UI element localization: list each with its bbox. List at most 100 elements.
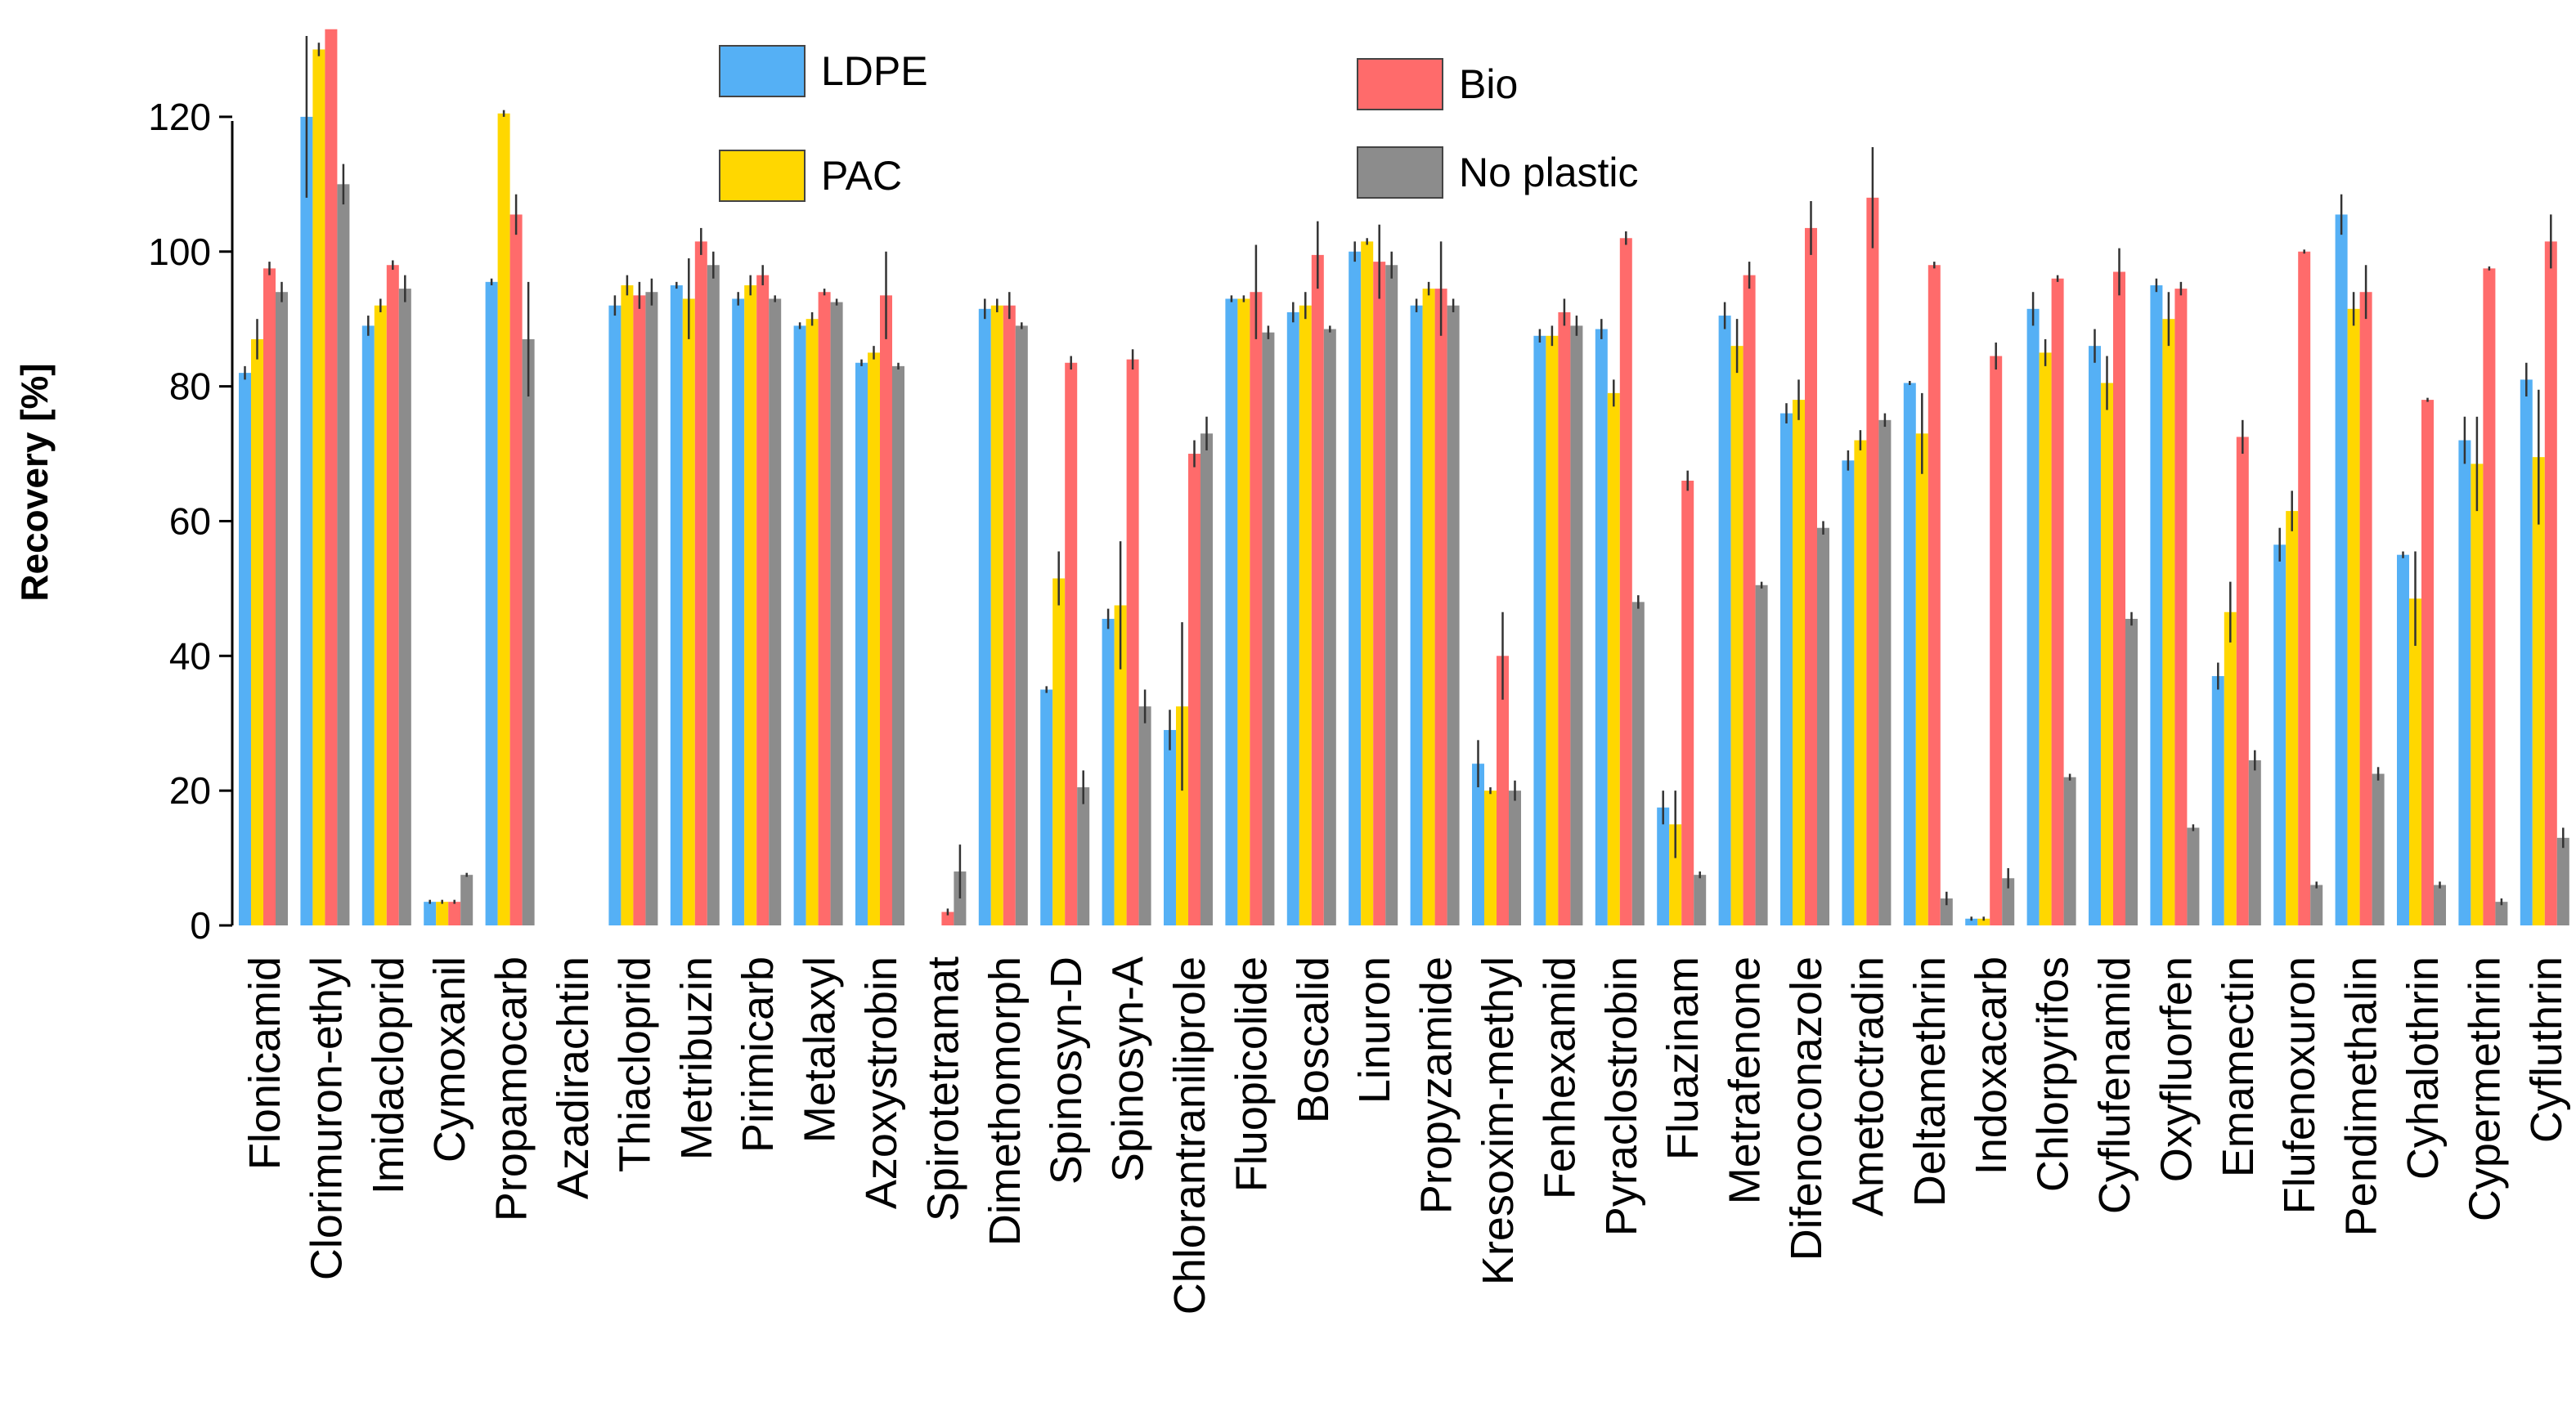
bar-bio-cypermethrin: [2483, 268, 2496, 925]
bar-no-plastic-deltamethrin: [1940, 898, 1953, 925]
bar-no-plastic-metrafenone: [1755, 585, 1768, 925]
bar-no-plastic-dimethomorph: [1015, 325, 1028, 925]
legend-swatch-pac: [719, 150, 806, 202]
legend-item-bio: Bio: [1357, 58, 1518, 110]
category-label-thiacloprid: Thiacloprid: [610, 956, 659, 1172]
category-label-dimethomorph: Dimethomorph: [981, 956, 1030, 1246]
bar-ldpe-pirimicarb: [732, 298, 745, 925]
bar-ldpe-metalaxyl: [793, 325, 806, 925]
bar-no-plastic-indoxacarb: [2002, 878, 2015, 925]
bar-ldpe-thiacloprid: [608, 305, 622, 925]
category-label-metrafenone: Metrafenone: [1721, 956, 1770, 1204]
category-label-ametoctradin: Ametoctradin: [1843, 956, 1892, 1216]
bar-pac-cyfluthrin: [2532, 457, 2545, 925]
legend-swatch-no-plastic: [1357, 146, 1443, 199]
bar-ldpe-propamocarb: [485, 281, 498, 925]
bar-ldpe-boscalid: [1286, 311, 1299, 925]
category-label-metribuzin: Metribuzin: [672, 956, 721, 1160]
bar-no-plastic-fenhexamid: [1570, 325, 1583, 925]
bar-bio-propyzamide: [1434, 289, 1447, 925]
bar-bio-indoxacarb: [1990, 356, 2003, 925]
bar-no-plastic-oxyfluorfen: [2187, 827, 2200, 925]
category-label-deltamethrin: Deltamethrin: [1905, 956, 1954, 1207]
y-tick-label-120: 120: [148, 96, 211, 138]
bar-ldpe-flufenoxuron: [2273, 544, 2287, 925]
bar-bio-pirimicarb: [756, 275, 770, 925]
bar-pac-azoxystrobin: [868, 352, 880, 926]
bar-pac-cyhalothrin: [2409, 598, 2421, 925]
bar-no-plastic-spinosyn-d: [1077, 787, 1090, 925]
bar-bio-cymoxanil: [448, 902, 461, 925]
category-label-indoxacarb: Indoxacarb: [1967, 956, 2016, 1175]
bar-pac-flonicamid: [251, 338, 263, 926]
bar-pac-thiacloprid: [621, 284, 634, 925]
bar-pac-difenoconazole: [1793, 400, 1805, 925]
category-label-spinosyn-d: Spinosyn-D: [1042, 956, 1091, 1185]
bar-ldpe-fluazinam: [1657, 807, 1670, 925]
bar-no-plastic-cymoxanil: [460, 875, 473, 925]
bar-pac-metribuzin: [682, 298, 695, 925]
bar-ldpe-flonicamid: [239, 373, 251, 925]
bar-ldpe-spinosyn-a: [1102, 618, 1115, 925]
bar-bio-emamectin: [2236, 437, 2249, 925]
bar-pac-fluopicolide: [1237, 298, 1250, 925]
bar-bio-linuron: [1373, 262, 1386, 925]
category-label-azadirachtin: Azadirachtin: [549, 956, 598, 1199]
y-tick-label-100: 100: [148, 231, 211, 273]
bar-no-plastic-pirimicarb: [769, 298, 782, 925]
category-label-kresoxim-methyl: Kresoxim-methyl: [1474, 956, 1523, 1285]
bar-ldpe-spinosyn-d: [1040, 689, 1053, 925]
bar-ldpe-kresoxim-methyl: [1472, 764, 1484, 925]
bar-no-plastic-azoxystrobin: [892, 365, 904, 925]
legend-label-ldpe: LDPE: [821, 48, 928, 94]
bar-bio-cyfluthrin: [2544, 241, 2557, 926]
category-label-pendimethalin: Pendimethalin: [2337, 956, 2386, 1236]
bar-no-plastic-metribuzin: [707, 265, 720, 925]
category-labels: Flonicamid Clorimuron-ethyl Imidacloprid Cy…: [240, 956, 2571, 1315]
bar-bio-flufenoxuron: [2298, 251, 2311, 925]
bar-no-plastic-flonicamid: [276, 292, 288, 925]
bar-bio-clorimuron-ethyl: [325, 29, 338, 926]
legend-item-no-plastic: No plastic: [1357, 146, 1639, 199]
bar-ldpe-azoxystrobin: [855, 362, 868, 925]
bar-pac-flufenoxuron: [2286, 511, 2299, 925]
bar-no-plastic-linuron: [1385, 265, 1398, 925]
bar-ldpe-dimethomorph: [978, 308, 991, 925]
bar-no-plastic-flufenoxuron: [2310, 885, 2323, 925]
bar-no-plastic-cyfluthrin: [2556, 837, 2569, 925]
bar-ldpe-metribuzin: [670, 284, 683, 925]
category-label-linuron: Linuron: [1350, 956, 1399, 1104]
bar-pac-metalaxyl: [806, 319, 819, 925]
bar-pac-propamocarb: [497, 113, 510, 926]
bar-no-plastic-difenoconazole: [1817, 527, 1829, 925]
bar-ldpe-cyfluthrin: [2520, 379, 2533, 925]
legend-swatch-bio: [1357, 58, 1443, 110]
category-label-flonicamid: Flonicamid: [240, 956, 289, 1170]
bar-bio-dimethomorph: [1003, 305, 1016, 925]
bar-pac-cyflufenamid: [2101, 383, 2113, 925]
category-label-chlorpyrifos: Chlorpyrifos: [2029, 956, 2078, 1192]
bar-bio-oxyfluorfen: [2174, 289, 2188, 925]
bar-ldpe-cyflufenamid: [2089, 346, 2101, 926]
bar-bio-chlorantraniliprole: [1188, 454, 1200, 925]
bar-no-plastic-thiacloprid: [645, 292, 658, 925]
category-label-cyhalothrin: Cyhalothrin: [2399, 956, 2448, 1180]
bar-bio-thiacloprid: [633, 295, 646, 925]
bar-bio-spinosyn-d: [1065, 362, 1078, 925]
bar-no-plastic-kresoxim-methyl: [1509, 791, 1521, 925]
category-label-azoxystrobin: Azoxystrobin: [857, 956, 906, 1209]
category-label-chlorantraniliprole: Chlorantraniliprole: [1165, 956, 1214, 1315]
category-label-spirotetramat: Spirotetramat: [918, 956, 967, 1221]
bar-bio-ametoctradin: [1866, 197, 1879, 925]
bar-pac-metrafenone: [1730, 346, 1744, 926]
bar-pac-imidacloprid: [374, 305, 387, 925]
bar-pac-pyraclostrobin: [1607, 392, 1620, 925]
category-label-fenhexamid: Fenhexamid: [1535, 956, 1584, 1199]
category-label-propamocarb: Propamocarb: [487, 956, 536, 1221]
category-label-pyraclostrobin: Pyraclostrobin: [1597, 956, 1646, 1236]
category-label-cymoxanil: Cymoxanil: [425, 956, 474, 1162]
bar-no-plastic-metalaxyl: [830, 302, 843, 925]
legend-label-no-plastic: No plastic: [1459, 150, 1639, 195]
bar-pac-chlorpyrifos: [2039, 352, 2052, 926]
